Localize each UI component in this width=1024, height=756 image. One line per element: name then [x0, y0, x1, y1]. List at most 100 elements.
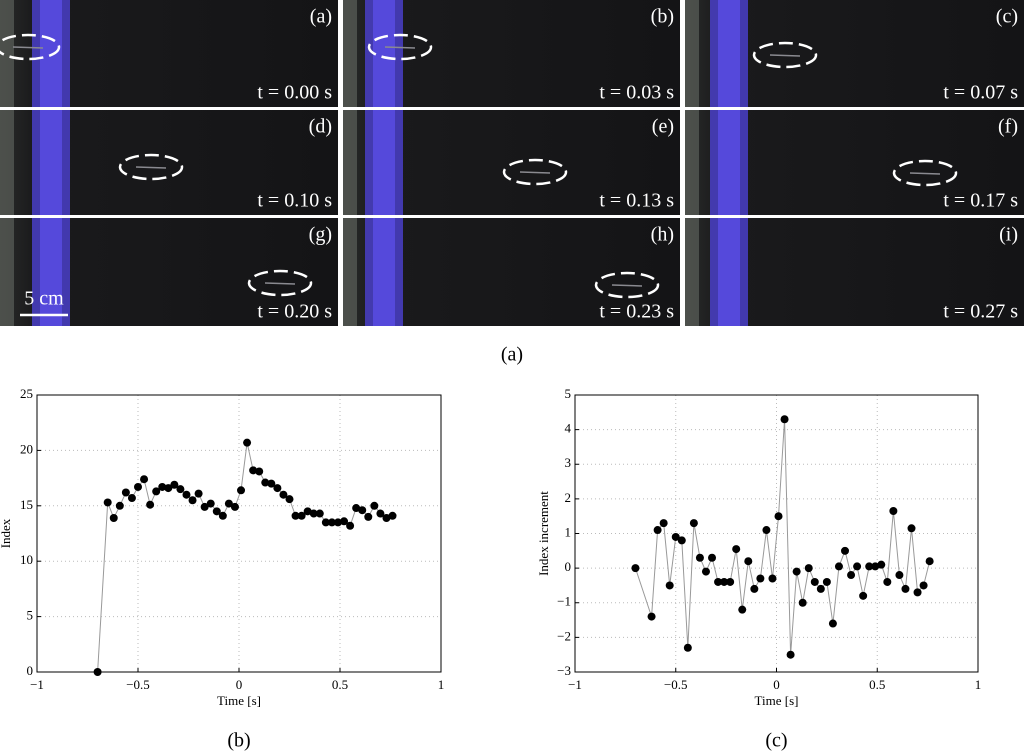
data-point: [352, 504, 361, 513]
panel-label: (f): [998, 116, 1018, 138]
y-tick-label: 5: [27, 608, 34, 623]
data-point: [370, 501, 379, 510]
streak: [909, 172, 941, 175]
data-point: [176, 485, 185, 494]
streak: [135, 166, 167, 169]
panel-label: (e): [652, 116, 674, 138]
streak: [611, 284, 643, 287]
x-tick-label: −0.5: [126, 677, 150, 692]
data-point: [889, 506, 898, 515]
y-tick-label: 1: [565, 524, 572, 539]
y-tick-label: 0: [27, 663, 34, 678]
y-tick-label: 5: [565, 386, 572, 401]
x-tick-label: −1: [30, 677, 44, 692]
data-point: [689, 519, 698, 528]
data-point: [376, 509, 385, 518]
data-point: [243, 438, 252, 447]
data-point: [871, 562, 880, 571]
x-tick-label: 0.5: [869, 677, 885, 692]
blue-core: [718, 110, 740, 215]
blue-core: [40, 110, 62, 215]
data-point: [109, 513, 118, 522]
plot-frame: [574, 394, 979, 673]
data-point: [756, 574, 765, 583]
data-point: [267, 479, 276, 488]
data-point: [291, 511, 300, 520]
panel-time: t = 0.03 s: [599, 82, 674, 104]
data-point: [810, 577, 819, 586]
ellipse-marker: [118, 153, 184, 181]
photo-edge: [0, 110, 14, 215]
blue-core: [718, 218, 740, 326]
panel-time: t = 0.23 s: [599, 301, 674, 323]
data-point: [194, 489, 203, 498]
data-point: [683, 643, 692, 652]
panel-time: t = 0.17 s: [943, 190, 1018, 212]
data-point: [127, 494, 136, 503]
data-point: [847, 571, 856, 580]
data-point: [750, 584, 759, 593]
ellipse-marker: [752, 41, 818, 69]
y-axis-label: Index: [0, 518, 13, 548]
data-point: [121, 488, 130, 497]
panel-time: t = 0.10 s: [257, 190, 332, 212]
data-point: [804, 564, 813, 573]
blue-core: [373, 0, 395, 107]
data-point: [677, 536, 686, 545]
data-point: [653, 526, 662, 535]
y-tick-label: −1: [557, 594, 571, 609]
data-point: [315, 509, 324, 518]
photo-edge: [685, 0, 699, 107]
data-point: [865, 562, 874, 571]
data-point: [907, 524, 916, 533]
data-point: [726, 577, 735, 586]
x-tick-label: 0: [773, 677, 780, 692]
data-point: [859, 591, 868, 600]
data-point: [237, 486, 246, 495]
data-point: [665, 581, 674, 590]
data-point: [762, 526, 771, 535]
plot-frame: [36, 394, 442, 673]
data-point: [249, 466, 258, 475]
data-point: [115, 501, 124, 510]
panel-label: (c): [996, 6, 1018, 28]
y-tick-label: 2: [565, 490, 572, 505]
data-point: [828, 619, 837, 628]
data-point: [768, 574, 777, 583]
data-point: [659, 519, 668, 528]
streak: [769, 54, 801, 57]
data-point: [230, 502, 239, 511]
x-tick-label: 1: [975, 677, 982, 692]
blue-core: [373, 218, 395, 326]
data-point: [279, 490, 288, 499]
data-point: [309, 509, 318, 518]
data-point: [780, 415, 789, 424]
data-point: [146, 500, 155, 509]
y-tick-label: −2: [557, 628, 571, 643]
ellipse-marker: [0, 33, 61, 61]
photo-edge: [685, 218, 699, 326]
data-point: [883, 577, 892, 586]
blue-core: [718, 0, 740, 107]
data-point: [701, 567, 710, 576]
ellipse-marker: [892, 159, 958, 187]
data-point: [708, 553, 717, 562]
data-point: [901, 584, 910, 593]
ellipse-marker: [247, 269, 313, 297]
photo-edge: [0, 218, 14, 326]
data-point: [919, 581, 928, 590]
data-point: [364, 512, 373, 521]
chart-caption: (c): [765, 730, 787, 752]
data-point: [695, 553, 704, 562]
data-point: [152, 487, 161, 496]
data-point: [303, 507, 312, 516]
y-tick-label: 20: [20, 441, 33, 456]
data-point: [738, 605, 747, 614]
data-point: [671, 532, 680, 541]
panel-time: t = 0.00 s: [257, 82, 332, 104]
data-point: [261, 478, 270, 487]
data-point: [212, 507, 221, 516]
y-tick-label: 10: [20, 552, 33, 567]
data-point: [792, 567, 801, 576]
